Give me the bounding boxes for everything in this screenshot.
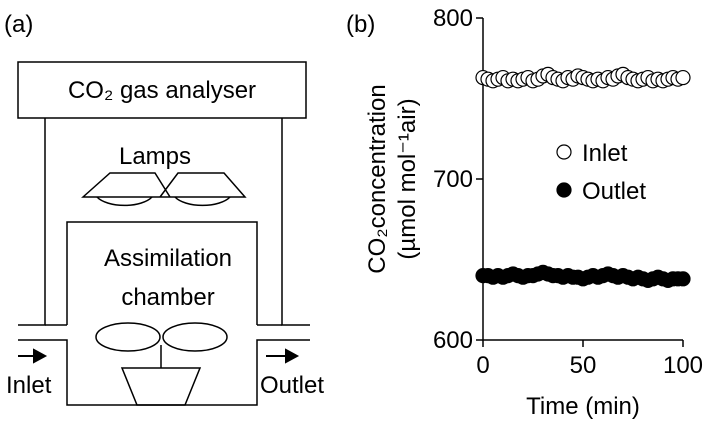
y-tick-label: 600: [433, 327, 473, 354]
legend-label: Inlet: [582, 140, 628, 167]
chamber-label: chamber: [121, 284, 214, 311]
legend-label: Outlet: [582, 178, 646, 205]
outlet-label: Outlet: [260, 372, 324, 399]
diagram: (a) CO₂ gas analyser Lamps Assimilation …: [4, 11, 324, 406]
analyser-label: CO₂ gas analyser: [68, 77, 256, 104]
lamps-label: Lamps: [119, 143, 191, 170]
plant-pot: [120, 345, 202, 406]
y-tick-label: 800: [433, 5, 473, 32]
x-tick-label: 0: [476, 352, 489, 379]
panel-label: (a): [4, 11, 33, 38]
point: [675, 69, 691, 86]
panel-label: (b): [346, 11, 375, 38]
y-axis-label: (µmol mol⁻¹air): [394, 98, 421, 259]
point: [675, 271, 691, 287]
lamp: [81, 172, 247, 198]
y-tick-label: 700: [433, 166, 473, 193]
leaf: [95, 322, 161, 352]
y-axis-label: CO₂concentration: [364, 84, 391, 273]
legend-marker: [556, 144, 572, 160]
x-tick-label: 50: [570, 352, 597, 379]
arrow: [266, 348, 300, 364]
legend-marker: [556, 182, 572, 198]
lamp-bulb: [96, 196, 231, 207]
leaf: [162, 322, 228, 352]
chamber-label: Assimilation: [104, 245, 232, 272]
x-tick-label: 100: [663, 352, 703, 379]
inlet-label: Inlet: [6, 372, 52, 399]
arrow: [18, 348, 48, 364]
x-axis-label: Time (min): [526, 393, 640, 420]
analyser-box: [17, 61, 307, 119]
chart: (b) 600 700 800 0 50 100 Time (min) CO₂concentr…: [346, 5, 703, 420]
